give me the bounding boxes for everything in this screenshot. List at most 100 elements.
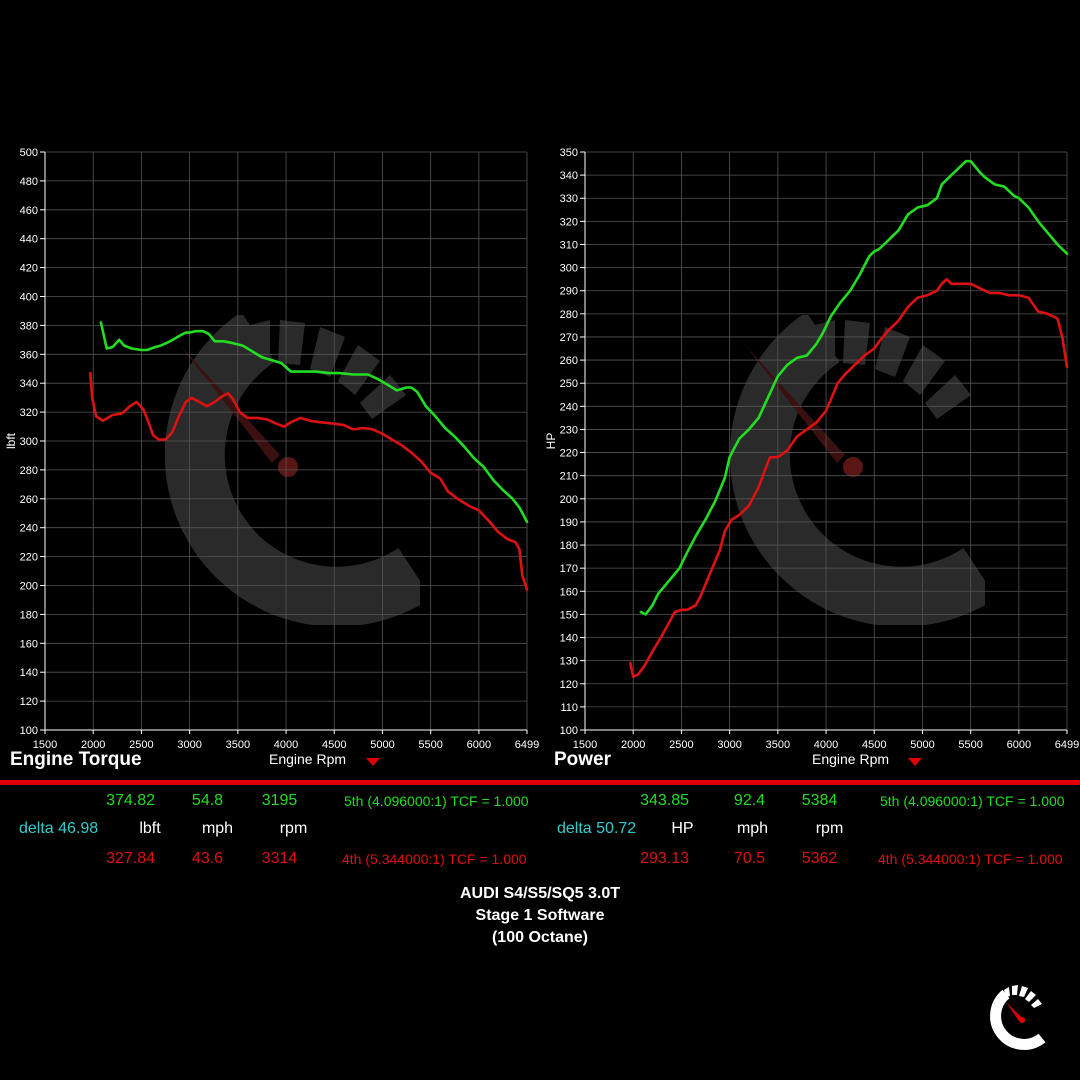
power-ytick-label: 140 bbox=[560, 633, 578, 645]
power-ytick-label: 290 bbox=[560, 286, 578, 298]
torque-run1-rpm: 3195 bbox=[261, 792, 298, 809]
torque-xtick-label: 6000 bbox=[467, 739, 491, 751]
torque-ytick-label: 500 bbox=[20, 147, 38, 159]
torque-chart: 1500 2000 2500 3000 3500 4000 4500 5000 5500 6000… bbox=[4, 147, 539, 751]
power-xtick-label: 3500 bbox=[766, 739, 790, 751]
torque-ytick-label: 120 bbox=[20, 696, 38, 708]
torque-run2-mph: 43.6 bbox=[191, 850, 224, 867]
torque-run2-value: 327.84 bbox=[106, 850, 155, 867]
torque-rpm-marker-icon bbox=[366, 758, 380, 766]
power-ytick-label: 160 bbox=[560, 586, 578, 598]
torque-ytick-label: 440 bbox=[20, 234, 38, 246]
power-chart: 1500 2000 2500 3000 3500 4000 4500 5000 5500 6000… bbox=[544, 147, 1079, 751]
torque-run2-gear: 4th (5.344000:1) TCF = 1.000 bbox=[342, 851, 527, 867]
power-run1-rpm: 5384 bbox=[801, 792, 838, 809]
power-xtick-label: 3000 bbox=[717, 739, 741, 751]
torque-xtick-label: 4500 bbox=[322, 739, 346, 751]
power-ytick-label: 130 bbox=[560, 656, 578, 668]
power-xtick-label: 6499 bbox=[1055, 739, 1079, 751]
power-panel-title: Power bbox=[554, 749, 612, 770]
torque-ytick-label: 140 bbox=[20, 667, 38, 679]
torque-xtick-label: 1500 bbox=[33, 739, 57, 751]
torque-xtick-label: 5500 bbox=[418, 739, 442, 751]
power-ytick-label: 340 bbox=[560, 170, 578, 182]
power-delta: delta 50.72 bbox=[557, 820, 637, 837]
power-ytick-label: 220 bbox=[560, 448, 578, 460]
torque-ytick-label: 300 bbox=[20, 436, 38, 448]
power-ytick-label: 200 bbox=[560, 494, 578, 506]
power-ytick-label: 280 bbox=[560, 309, 578, 321]
power-xtick-label: 4500 bbox=[862, 739, 886, 751]
power-xtick-label: 4000 bbox=[814, 739, 838, 751]
torque-ytick-label: 420 bbox=[20, 263, 38, 275]
brand-logo-icon bbox=[990, 985, 1046, 1050]
torque-ytick-label: 200 bbox=[20, 581, 38, 593]
power-unit-mph: mph bbox=[736, 820, 769, 837]
power-run1-gear: 5th (4.096000:1) TCF = 1.000 bbox=[880, 793, 1065, 809]
torque-xtick-label: 6499 bbox=[515, 739, 539, 751]
power-xtick-label: 1500 bbox=[573, 739, 597, 751]
torque-ytick-label: 100 bbox=[20, 725, 38, 737]
power-ytick-label: 350 bbox=[560, 147, 578, 159]
power-ytick-label: 270 bbox=[560, 332, 578, 344]
power-xtick-label: 6000 bbox=[1007, 739, 1031, 751]
power-xtick-label: 2000 bbox=[621, 739, 645, 751]
power-run1-mph: 92.4 bbox=[733, 792, 766, 809]
torque-ytick-label: 320 bbox=[20, 407, 38, 419]
torque-xtick-label: 3000 bbox=[177, 739, 201, 751]
power-unit-value: HP bbox=[671, 820, 694, 837]
power-ytick-label: 170 bbox=[560, 563, 578, 575]
torque-run1-mph: 54.8 bbox=[191, 792, 224, 809]
torque-series-line-1 bbox=[99, 321, 529, 524]
power-run1-value: 343.85 bbox=[640, 792, 689, 809]
footer-line2: Stage 1 Software bbox=[475, 907, 605, 924]
power-ytick-label: 210 bbox=[560, 471, 578, 483]
power-run2-value: 293.13 bbox=[640, 850, 689, 867]
power-ytick-label: 150 bbox=[560, 609, 578, 621]
divider-line bbox=[0, 780, 1080, 785]
power-ytick-label: 320 bbox=[560, 216, 578, 228]
torque-ylabel: lbft bbox=[4, 432, 18, 449]
torque-run1-value: 374.82 bbox=[106, 792, 155, 809]
power-run2-mph: 70.5 bbox=[733, 850, 766, 867]
power-xtick-label: 5500 bbox=[958, 739, 982, 751]
power-ytick-label: 330 bbox=[560, 193, 578, 205]
torque-xtick-label: 3500 bbox=[226, 739, 250, 751]
torque-xtick-label: 2500 bbox=[129, 739, 153, 751]
power-ytick-label: 300 bbox=[560, 263, 578, 275]
power-xtick-label: 2500 bbox=[669, 739, 693, 751]
torque-xlabel: Engine Rpm bbox=[269, 751, 347, 767]
torque-series-line-2 bbox=[89, 371, 529, 592]
power-unit-rpm: rpm bbox=[815, 820, 844, 837]
torque-unit-value: lbft bbox=[139, 820, 161, 837]
torque-delta: delta 46.98 bbox=[19, 820, 99, 837]
watermark-logo-left bbox=[164, 315, 420, 625]
power-series-line-1 bbox=[639, 159, 1069, 616]
power-ytick-label: 240 bbox=[560, 401, 578, 413]
power-rpm-marker-icon bbox=[908, 758, 922, 766]
torque-ytick-label: 340 bbox=[20, 378, 38, 390]
torque-ytick-label: 160 bbox=[20, 638, 38, 650]
power-run2-gear: 4th (5.344000:1) TCF = 1.000 bbox=[878, 851, 1063, 867]
torque-ytick-label: 360 bbox=[20, 349, 38, 361]
power-xlabel: Engine Rpm bbox=[812, 751, 890, 767]
torque-ytick-label: 180 bbox=[20, 609, 38, 621]
torque-ytick-label: 460 bbox=[20, 205, 38, 217]
torque-ytick-label: 400 bbox=[20, 292, 38, 304]
torque-ytick-label: 480 bbox=[20, 176, 38, 188]
power-run2-rpm: 5362 bbox=[801, 850, 838, 867]
power-ytick-label: 250 bbox=[560, 378, 578, 390]
torque-ytick-label: 240 bbox=[20, 523, 38, 535]
footer-line3: (100 Octane) bbox=[491, 929, 589, 946]
power-ytick-label: 120 bbox=[560, 679, 578, 691]
torque-run1-gear: 5th (4.096000:1) TCF = 1.000 bbox=[344, 793, 529, 809]
power-xtick-label: 5000 bbox=[910, 739, 934, 751]
power-ytick-label: 190 bbox=[560, 517, 578, 529]
torque-ytick-label: 260 bbox=[20, 494, 38, 506]
power-ytick-label: 260 bbox=[560, 355, 578, 367]
torque-panel-title: Engine Torque bbox=[10, 749, 142, 770]
power-ytick-label: 310 bbox=[560, 239, 578, 251]
torque-unit-rpm: rpm bbox=[279, 820, 308, 837]
footer-caption: AUDI S4/S5/SQ5 3.0T Stage 1 Software (10… bbox=[0, 883, 1080, 949]
torque-xtick-label: 4000 bbox=[274, 739, 298, 751]
